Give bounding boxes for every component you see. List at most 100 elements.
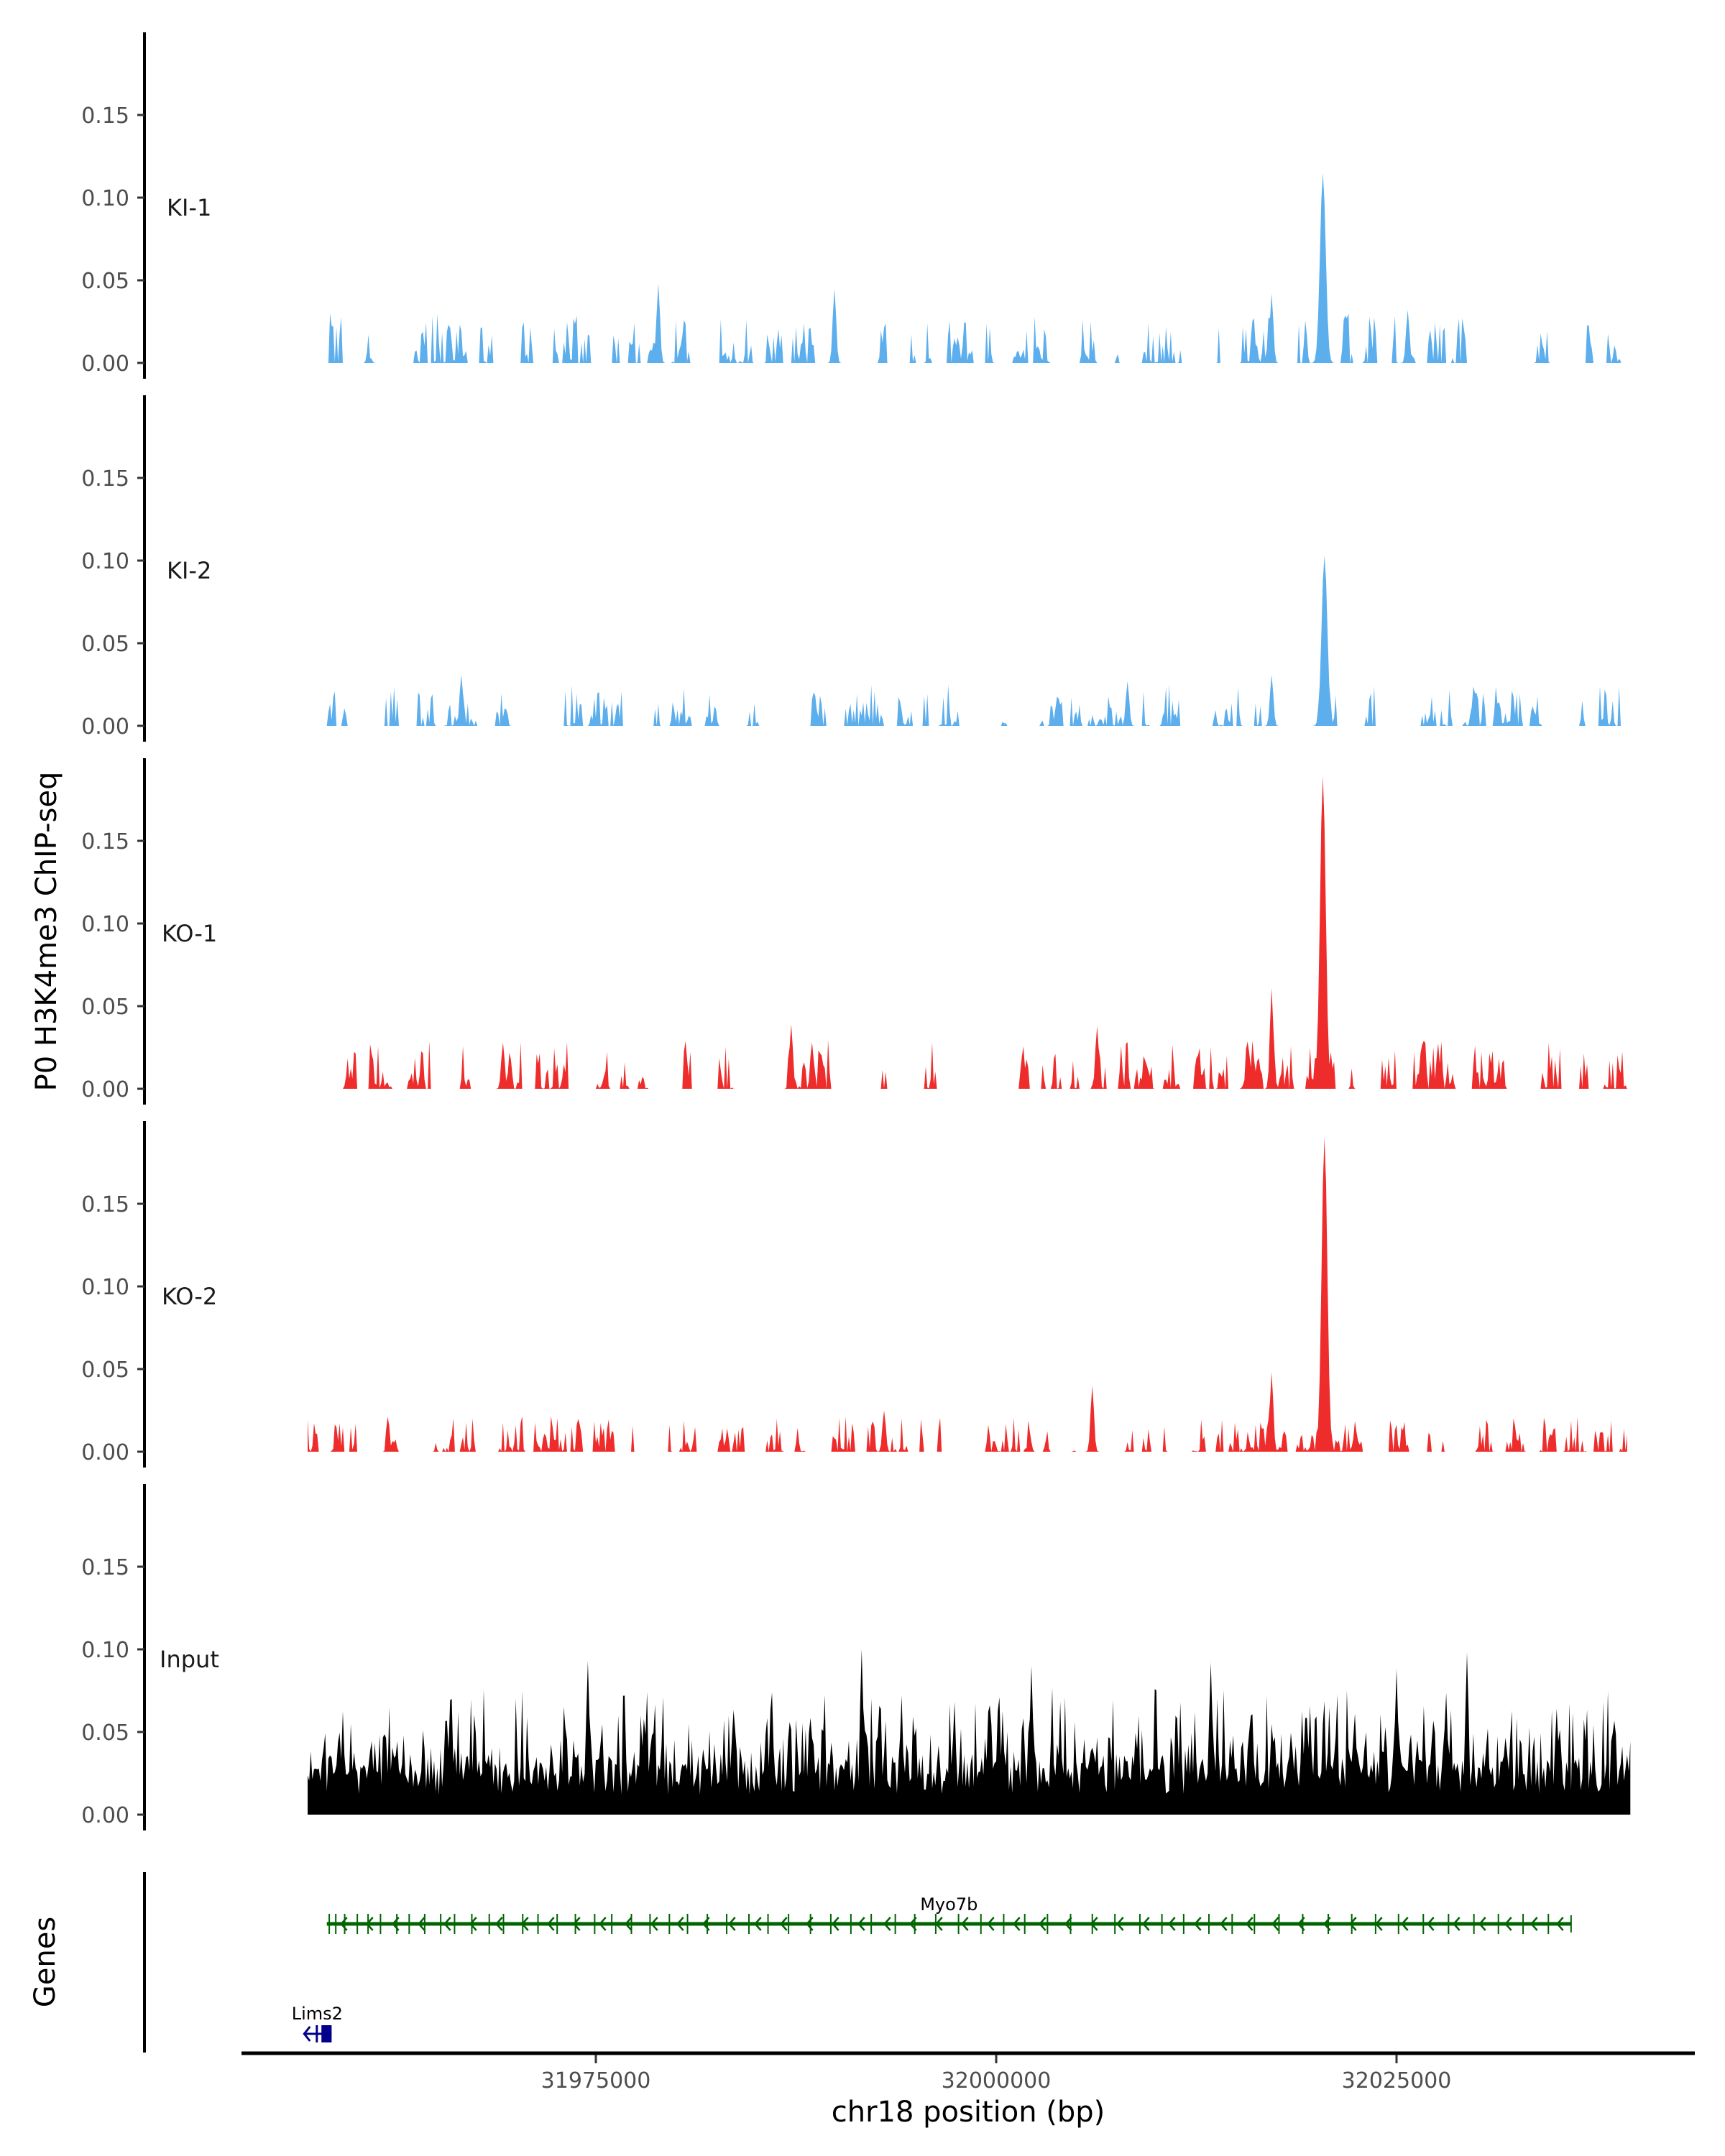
strand-arrow-icon xyxy=(1530,1917,1538,1931)
y-tick-label: 0.00 xyxy=(81,1440,129,1465)
strand-arrow-icon xyxy=(443,1917,451,1931)
gene-track: Myo7b Lims2 xyxy=(292,1894,1572,2042)
strand-arrow-icon xyxy=(650,1917,658,1931)
strand-arrow-icon xyxy=(1220,1917,1228,1931)
strand-arrow-icon xyxy=(469,1917,477,1931)
strand-arrow-icon xyxy=(728,1917,736,1931)
track-panel-input: 0.00 0.05 0.10 0.15 Input xyxy=(81,1484,1631,1830)
strand-arrow-icon xyxy=(702,1917,710,1931)
strand-arrow-icon xyxy=(599,1917,607,1931)
strand-arrow-icon xyxy=(1349,1917,1357,1931)
strand-arrow-icon xyxy=(857,1917,865,1931)
track-label: KO-2 xyxy=(162,1283,217,1310)
strand-arrow-icon xyxy=(1142,1917,1150,1931)
strand-arrow-icon xyxy=(392,1917,400,1931)
strand-arrow-icon xyxy=(1168,1917,1176,1931)
x-axis-title: chr18 position (bp) xyxy=(832,2096,1105,2129)
strand-arrow-icon xyxy=(521,1917,529,1931)
track-label: Input xyxy=(160,1646,219,1673)
signal-area-ko-2 xyxy=(308,1138,1627,1452)
strand-arrow-icon xyxy=(573,1917,581,1931)
y-tick-label: 0.00 xyxy=(81,714,129,740)
track-label: KI-2 xyxy=(167,557,211,584)
strand-arrow-icon xyxy=(1194,1917,1202,1931)
x-axis-ticks: 31975000 32000000 32025000 xyxy=(541,2055,1452,2093)
y-tick-label: 0.10 xyxy=(81,1275,129,1300)
track-panel-ki-2: 0.00 0.05 0.10 0.15 KI-2 xyxy=(81,395,1621,742)
y-tick-label: 0.15 xyxy=(81,1192,129,1217)
y-tick-label: 0.05 xyxy=(81,1720,129,1746)
y-tick-label: 0.15 xyxy=(81,103,129,129)
gene-lims2: Lims2 xyxy=(292,2004,343,2042)
gene-label: Myo7b xyxy=(920,1894,978,1915)
strand-arrow-icon xyxy=(1504,1917,1512,1931)
strand-arrow-icon xyxy=(1556,1917,1564,1931)
strand-arrow-icon xyxy=(1013,1917,1021,1931)
strand-arrow-icon xyxy=(1246,1917,1254,1931)
strand-arrow-icon xyxy=(1064,1917,1072,1931)
strand-arrow-icon xyxy=(366,1917,374,1931)
x-tick-label: 32000000 xyxy=(942,2068,1052,2093)
y-tick-label: 0.05 xyxy=(81,1358,129,1383)
strand-arrow-icon xyxy=(340,1917,348,1931)
y-tick-label: 0.00 xyxy=(81,351,129,377)
strand-arrow-icon xyxy=(625,1917,632,1931)
track-label: KI-1 xyxy=(167,194,211,221)
strand-arrow-icon xyxy=(883,1917,891,1931)
strand-arrow-icon xyxy=(935,1917,943,1931)
y-tick-label: 0.05 xyxy=(81,995,129,1020)
y-axis-title: P0 H3K4me3 ChIP-seq xyxy=(30,772,63,1092)
strand-arrow-icon xyxy=(754,1917,762,1931)
gene-myo7b: Myo7b xyxy=(326,1894,1572,1934)
strand-arrow-icon xyxy=(1401,1917,1409,1931)
strand-arrow-icon xyxy=(303,2026,311,2042)
y-tick-label: 0.10 xyxy=(81,186,129,211)
y-tick-label: 0.15 xyxy=(81,1555,129,1580)
y-tick-label: 0.15 xyxy=(81,466,129,492)
strand-arrow-icon xyxy=(1271,1917,1279,1931)
track-panel-ko-2: 0.00 0.05 0.10 0.15 KO-2 xyxy=(81,1121,1627,1468)
track-panels: 0.00 0.05 0.10 0.15 KI-1 0.00 0.05 0.10 0.15 KI-2… xyxy=(81,32,1631,1830)
strand-arrow-icon xyxy=(832,1917,840,1931)
strand-arrow-icon xyxy=(1090,1917,1098,1931)
y-tick-label: 0.10 xyxy=(81,1638,129,1663)
y-tick-label: 0.05 xyxy=(81,632,129,657)
strand-arrow-icon xyxy=(547,1917,555,1931)
signal-area-input xyxy=(308,1649,1631,1815)
y-tick-label: 0.05 xyxy=(81,269,129,294)
strand-arrow-icon xyxy=(909,1917,917,1931)
y-tick-label: 0.10 xyxy=(81,549,129,574)
genes-axis-title: Genes xyxy=(29,1917,62,2007)
strand-arrow-icon xyxy=(418,1917,426,1931)
strand-arrow-icon xyxy=(1039,1917,1046,1931)
strand-arrow-icon xyxy=(1297,1917,1305,1931)
exon-mark xyxy=(321,2025,332,2042)
strand-arrow-icon xyxy=(1453,1917,1460,1931)
signal-area-ki-2 xyxy=(308,556,1621,726)
y-tick-label: 0.15 xyxy=(81,829,129,854)
strand-arrow-icon xyxy=(676,1917,684,1931)
x-tick-label: 31975000 xyxy=(541,2068,651,2093)
strand-arrow-icon xyxy=(806,1917,814,1931)
gene-label: Lims2 xyxy=(292,2004,343,2024)
signal-area-ko-1 xyxy=(308,776,1631,1089)
track-panel-ki-1: 0.00 0.05 0.10 0.15 KI-1 xyxy=(81,32,1621,379)
strand-arrow-icon xyxy=(1116,1917,1124,1931)
strand-arrow-icon xyxy=(961,1917,969,1931)
strand-arrow-icon xyxy=(1375,1917,1383,1931)
strand-arrow-icon xyxy=(1427,1917,1435,1931)
y-tick-label: 0.00 xyxy=(81,1077,129,1102)
y-tick-label: 0.00 xyxy=(81,1803,129,1828)
strand-arrow-icon xyxy=(987,1917,995,1931)
exon-mark xyxy=(316,2025,318,2042)
strand-arrow-icon xyxy=(1323,1917,1331,1931)
strand-arrow-icon xyxy=(495,1917,503,1931)
track-label: KO-1 xyxy=(162,920,217,947)
strand-arrow-icon xyxy=(780,1917,788,1931)
x-tick-label: 32025000 xyxy=(1342,2068,1452,2093)
strand-arrow-icon xyxy=(1478,1917,1486,1931)
signal-area-ki-1 xyxy=(320,172,1621,363)
y-tick-label: 0.10 xyxy=(81,912,129,937)
track-panel-ko-1: 0.00 0.05 0.10 0.15 KO-1 xyxy=(81,758,1631,1105)
